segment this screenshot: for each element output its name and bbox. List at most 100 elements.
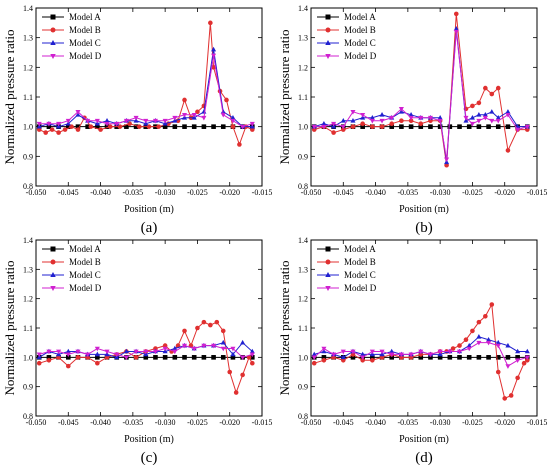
- legend: Model A Model B Model C Model D: [42, 244, 102, 293]
- series-line: [314, 13, 528, 166]
- y-tick-label: 1.0: [23, 353, 33, 362]
- data-point: [94, 346, 100, 352]
- legend-label: Model C: [344, 38, 376, 48]
- data-point: [437, 349, 443, 355]
- data-point: [340, 117, 346, 123]
- data-point: [75, 124, 81, 129]
- data-point: [240, 355, 246, 361]
- data-point: [470, 328, 475, 334]
- data-point: [515, 358, 521, 364]
- data-point: [379, 112, 385, 117]
- data-point: [515, 375, 520, 381]
- y-tick-label: 1.3: [23, 265, 33, 274]
- data-point: [444, 157, 450, 163]
- data-point: [505, 364, 511, 369]
- data-point: [56, 121, 62, 127]
- data-point: [508, 393, 514, 398]
- data-point: [321, 124, 327, 130]
- x-tick-label: -0.030: [430, 418, 451, 427]
- data-point: [495, 355, 501, 360]
- data-point: [250, 355, 255, 360]
- data-point: [457, 124, 462, 129]
- data-point: [505, 148, 511, 153]
- chart-panel-3: -0.050 -0.045 -0.040 -0.035 -0.030 -0.025 -0.0…: [277, 236, 547, 465]
- data-point: [370, 124, 375, 129]
- y-tick-label: 0.8: [298, 182, 308, 191]
- data-point: [143, 349, 149, 355]
- data-point: [137, 124, 142, 129]
- x-tick-label: -0.040: [365, 188, 386, 197]
- data-point: [408, 124, 414, 129]
- data-point: [36, 352, 42, 358]
- data-point: [65, 118, 71, 124]
- data-point: [457, 355, 462, 360]
- x-tick-label: -0.035: [123, 188, 144, 197]
- y-tick-label: 1.2: [23, 63, 33, 72]
- data-point: [428, 355, 433, 360]
- data-point: [85, 124, 90, 129]
- data-point: [250, 360, 255, 366]
- data-point: [524, 355, 530, 361]
- data-point: [143, 355, 149, 360]
- y-tick-label: 1.3: [298, 265, 308, 274]
- legend-marker: [325, 246, 331, 252]
- data-point: [220, 339, 226, 345]
- y-tick-label: 1.1: [298, 93, 308, 102]
- data-point: [495, 339, 501, 345]
- data-point: [482, 112, 488, 117]
- legend-label: Model A: [344, 244, 376, 254]
- data-point: [483, 313, 488, 319]
- data-point: [379, 349, 385, 355]
- data-point: [466, 124, 472, 129]
- chart-panel-2: -0.050 -0.045 -0.040 -0.035 -0.030 -0.025 -0.0…: [2, 236, 272, 465]
- data-point: [408, 352, 414, 358]
- series-markers: [311, 340, 530, 369]
- data-point: [220, 124, 226, 129]
- data-point: [94, 351, 100, 357]
- data-point: [182, 97, 187, 103]
- data-point: [162, 118, 168, 124]
- x-tick-label: -0.045: [58, 418, 79, 427]
- data-point: [360, 357, 365, 363]
- x-axis-title: Position (m): [124, 204, 174, 215]
- y-axis-title: Normalized pressure ratio: [277, 29, 292, 164]
- legend-marker: [50, 272, 56, 277]
- data-point: [56, 349, 62, 355]
- x-tick-label: -0.050: [301, 188, 322, 197]
- data-point: [95, 355, 100, 360]
- data-point: [211, 355, 216, 360]
- data-point: [495, 85, 501, 91]
- data-point: [469, 121, 475, 127]
- x-tick-label: -0.020: [219, 188, 240, 197]
- data-point: [350, 349, 356, 355]
- y-axis-title: Normalized pressure ratio: [2, 29, 17, 164]
- data-point: [237, 142, 242, 147]
- x-tick-label: -0.030: [155, 188, 176, 197]
- data-point: [505, 342, 511, 348]
- data-point: [43, 130, 48, 135]
- data-point: [466, 355, 472, 360]
- data-point: [360, 121, 365, 126]
- legend-label: Model A: [344, 12, 376, 22]
- y-tick-label: 1.4: [23, 236, 33, 245]
- data-point: [447, 124, 453, 129]
- series-markers: [36, 343, 255, 361]
- x-tick-label: -0.045: [58, 188, 79, 197]
- x-tick-label: -0.035: [123, 418, 144, 427]
- data-point: [495, 343, 501, 349]
- panel-label: (b): [415, 220, 433, 236]
- data-point: [476, 112, 482, 117]
- x-tick-label: -0.015: [527, 188, 548, 197]
- y-tick-label: 1.0: [298, 353, 308, 362]
- legend-marker: [50, 40, 56, 45]
- plot-frame: [310, 7, 538, 187]
- data-point: [230, 124, 236, 129]
- data-point: [457, 343, 462, 348]
- data-point: [230, 115, 236, 120]
- legend-marker: [325, 272, 331, 277]
- data-point: [476, 100, 482, 106]
- data-point: [418, 349, 424, 355]
- data-point: [418, 124, 424, 129]
- legend-label: Model A: [69, 244, 101, 254]
- data-point: [350, 124, 356, 129]
